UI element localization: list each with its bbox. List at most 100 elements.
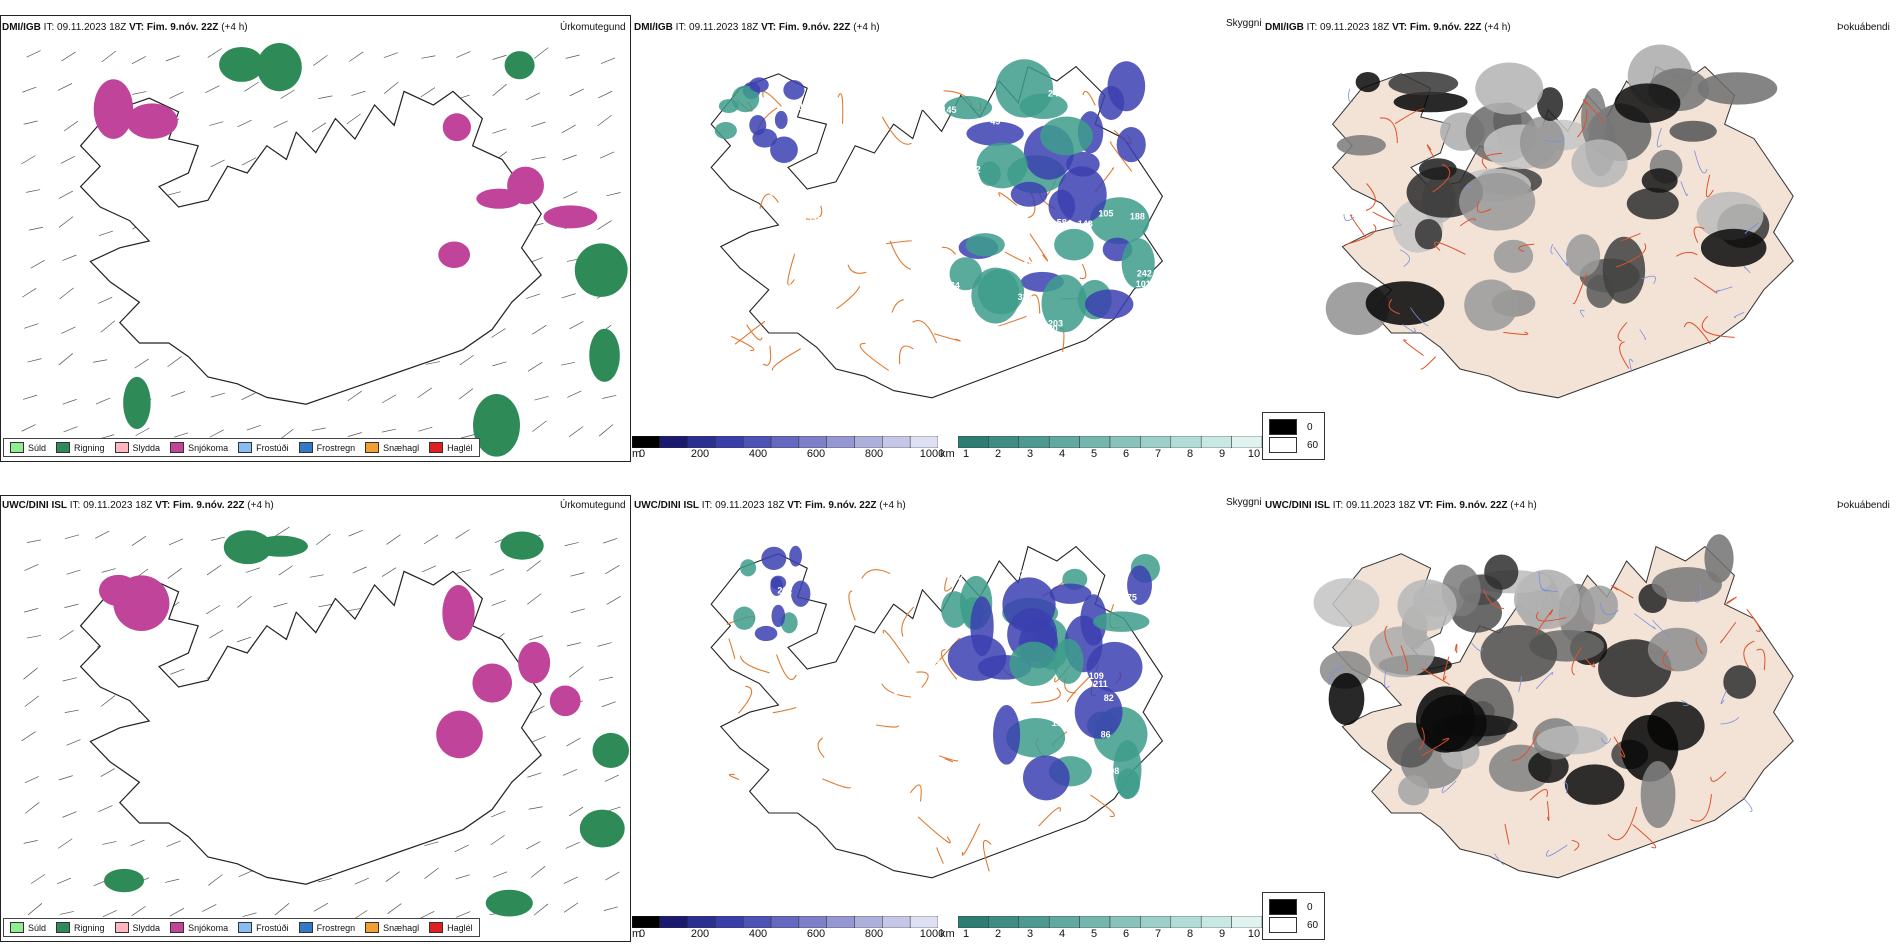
visibility-tick: 7 [1154,448,1162,460]
precip-area [123,376,151,430]
fog-index-cell [1388,71,1459,96]
wind-barb [102,841,117,845]
wind-barb [533,903,549,916]
visibility-tick: 1 [962,448,970,460]
wind-barb [59,630,74,640]
road [1632,824,1657,849]
cloud-base-label: 58 [1057,217,1067,227]
fog-index-cell [1565,234,1601,277]
cloud-base-cell [1113,740,1142,800]
road [847,264,867,274]
precip-legend-swatch [114,922,129,933]
cloud-base-label: 49 [839,698,849,708]
road [1384,625,1393,656]
river [1563,782,1568,794]
fog-index-cell [1397,579,1457,631]
fog-index-cell [1614,83,1681,123]
road [762,345,772,366]
cloud-base-label: 295 [922,91,937,101]
wind-barb [421,55,436,59]
colorbar-segment [1079,436,1111,448]
wind-barb [62,254,77,261]
road [1004,251,1033,264]
river [1652,619,1671,639]
river [1694,150,1708,174]
road [1607,806,1638,841]
wind-barb [459,354,474,366]
road [1705,174,1714,198]
wind-barb [492,128,507,134]
cloud-base-cell [1074,685,1123,739]
road [1066,676,1090,703]
fog-legend-label: 60 [1307,439,1319,451]
wind-barb [60,156,75,164]
precip-legend-item: Rigning [56,922,105,933]
colorbar-segment [687,916,716,928]
cloud-base-label: 275 [1122,592,1137,602]
wind-barb [24,563,39,571]
road [1079,263,1087,280]
cloud-base-cell [791,580,811,607]
wind-barb [205,605,221,615]
wind-barb [346,608,361,612]
cloud-base-label: 203 [1048,318,1063,328]
precip-legend-swatch [365,442,380,453]
road [787,253,796,286]
colorbar-segment [854,916,883,928]
river [1692,584,1702,603]
wind-barb [569,666,584,678]
river [1494,853,1505,865]
colorbar-segment [826,916,855,928]
wind-barb [423,534,439,545]
road [739,655,770,674]
road [1459,218,1477,227]
colorbar-segment [958,916,989,928]
river [1410,307,1429,327]
road [1365,183,1376,212]
wind-barb [21,155,36,165]
colorbar-segment [659,916,688,928]
wind-barb [492,54,507,60]
road [848,590,856,621]
road [1613,736,1626,758]
wind-barb [526,841,541,850]
wind-barb [566,642,581,647]
road [1619,341,1630,369]
precip-area [473,394,520,457]
fog-legend-swatch [1269,917,1297,933]
cloud-base-label: 375 [983,326,998,336]
fog-index-cell [1519,116,1565,169]
colorbar-segment [770,916,800,928]
precip-area [579,809,625,848]
cloud-base-cell [1127,565,1152,605]
wind-barb [209,121,224,126]
wind-barb [418,426,433,432]
wind-barb [386,534,401,545]
cloud-base-cell [949,257,982,291]
road [1710,771,1727,782]
cloud-base-cell [1053,638,1084,684]
cloud-base-cell [1057,166,1107,224]
river [1348,88,1353,103]
road [1388,299,1400,315]
cloud-base-cell [754,625,778,642]
wind-barb [273,602,288,608]
wind-barb [24,776,39,784]
precip-legend-label: Snjókoma [188,442,229,453]
road [728,638,736,660]
visibility-tick: 3 [1026,448,1034,460]
height-tick: 400 [748,928,768,940]
wind-barb [22,287,37,298]
wind-barb [210,392,226,398]
road [939,755,959,762]
wind-barb [58,838,73,849]
cloud-base-cell [1041,274,1087,333]
wind-barb [570,572,585,577]
fog-index-cell [1420,694,1487,752]
wind-barb [568,806,584,817]
precip-legend-swatch [298,442,313,453]
wind-barb [209,429,224,438]
cloud-base-cell [970,596,994,657]
river [1535,672,1554,690]
colorbar-segment [687,436,716,448]
